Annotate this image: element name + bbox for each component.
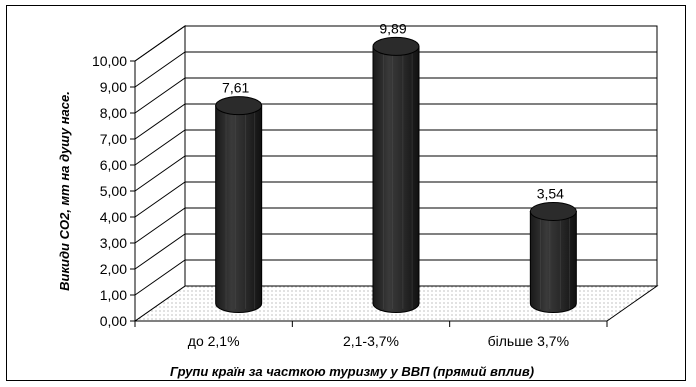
bar-value-label: 3,54 (537, 185, 564, 201)
gridline (134, 155, 657, 192)
bar-value-label: 7,61 (222, 80, 249, 96)
gridline (134, 77, 657, 114)
bar: 3,54 (529, 185, 577, 313)
y-tick-label: 1,00 (100, 287, 127, 303)
x-axis-categories: до 2,1% 2,1-3,7% більше 3,7% (134, 321, 608, 349)
y-tick-label: 8,00 (100, 105, 127, 121)
gridlines (134, 25, 657, 296)
x-category-label: більше 3,7% (488, 333, 569, 349)
y-tick-label: 2,00 (100, 261, 127, 277)
x-category-label: до 2,1% (188, 333, 240, 349)
y-tick-label: 6,00 (100, 157, 127, 173)
bar-value-label: 9,89 (379, 20, 406, 36)
gridline (134, 233, 657, 270)
bar-body (529, 210, 577, 313)
x-axis-title: Групи країн за часткою туризму у ВВП (пр… (170, 364, 534, 379)
x-category-label: 2,1-3,7% (343, 333, 399, 349)
bar: 9,89 (372, 20, 420, 313)
bar-top (529, 201, 577, 221)
bar-body (215, 105, 263, 313)
bar-top (215, 96, 263, 116)
y-tick-label: 7,00 (100, 131, 127, 147)
y-tick-label: 4,00 (100, 209, 127, 225)
bar-body (372, 45, 420, 313)
y-axis-ticks: 0,00 1,00 2,00 3,00 4,00 5,00 6,00 7,00 8,00 9,00… (92, 53, 135, 329)
y-tick-label: 5,00 (100, 183, 127, 199)
y-axis-title: Викиди CO2, мт на душу насе. (57, 91, 72, 291)
bar-top (372, 36, 420, 56)
y-tick-label: 9,00 (100, 79, 127, 95)
gridline (134, 207, 657, 244)
bar-chart: 0,00 1,00 2,00 3,00 4,00 5,00 6,00 7,00 8,00 9,00… (57, 20, 659, 379)
bars: 7,61 9,89 3,54 (215, 20, 577, 313)
gridline (134, 181, 657, 218)
y-tick-label: 3,00 (100, 235, 127, 251)
y-tick-label: 10,00 (92, 53, 127, 69)
gridline (134, 25, 657, 62)
bar: 7,61 (215, 80, 263, 313)
gridline (134, 259, 657, 296)
y-tick-label: 0,00 (100, 313, 127, 329)
gridline (134, 51, 657, 88)
chart-frame: 0,00 1,00 2,00 3,00 4,00 5,00 6,00 7,00 8,00 9,00… (6, 5, 686, 381)
gridline (134, 103, 657, 140)
gridline (134, 129, 657, 166)
